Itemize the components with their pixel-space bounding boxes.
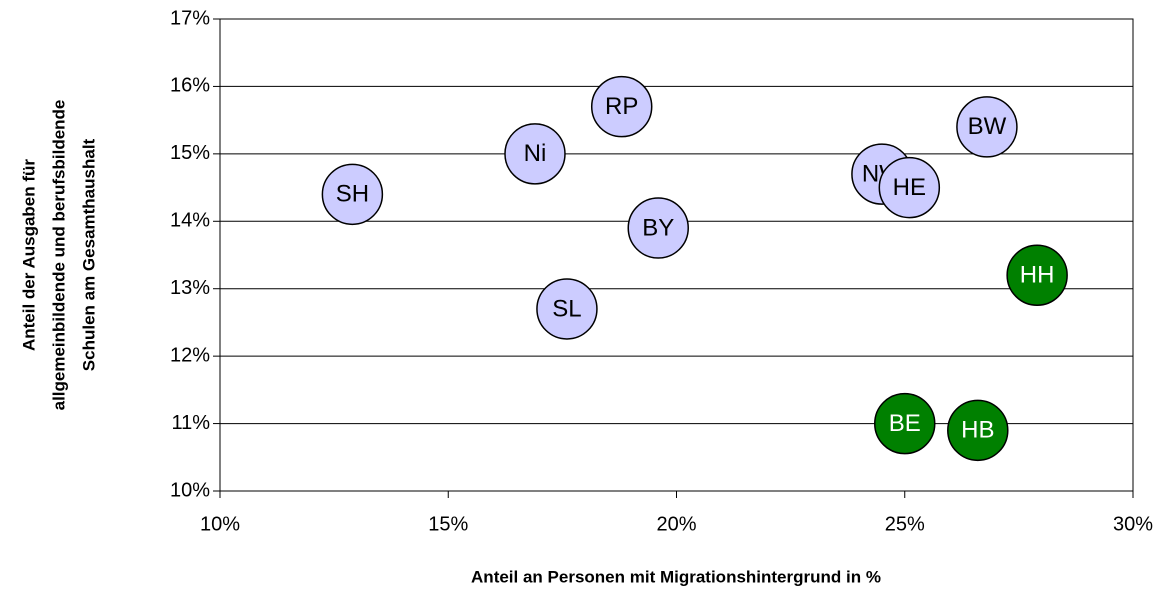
bubble <box>321 163 384 226</box>
bubble <box>536 278 598 340</box>
bubble-label: Ni <box>524 140 547 167</box>
bubble-label: RP <box>605 93 638 120</box>
bubble-label: SL <box>552 295 581 322</box>
y-tick-label: 15% <box>170 142 210 164</box>
bubble <box>1006 244 1068 306</box>
x-tick-label: 20% <box>656 513 696 535</box>
y-tick-label: 12% <box>170 344 210 366</box>
bubble-label: BE <box>889 410 921 437</box>
y-tick-label: 11% <box>171 412 210 434</box>
y-axis-title: Anteil der Ausgaben für <box>19 159 38 351</box>
bubble <box>590 75 653 138</box>
bubble-label: HE <box>893 174 926 201</box>
x-tick-label: 10% <box>200 513 240 535</box>
y-axis-title: allgemeinbildende und berufsbildende <box>49 100 68 411</box>
bubble <box>627 197 689 259</box>
x-tick-label: 25% <box>885 513 925 535</box>
bubble-label: HH <box>1020 262 1055 289</box>
bubble-label: BW <box>968 113 1007 140</box>
bubble-label: HB <box>961 417 994 444</box>
bubble <box>878 156 941 219</box>
bubble <box>504 123 566 185</box>
x-axis-title: Anteil an Personen mit Migrationshinterg… <box>471 567 881 586</box>
bubble-label: BY <box>642 214 674 241</box>
bubble-label: SH <box>336 181 369 208</box>
bubble <box>956 96 1018 158</box>
y-tick-label: 14% <box>170 210 210 232</box>
y-axis-title: Schulen am Gesamthaushalt <box>79 138 98 371</box>
y-tick-label: 13% <box>170 277 210 299</box>
x-tick-label: 15% <box>428 513 468 535</box>
y-tick-label: 10% <box>170 479 210 501</box>
bubble <box>874 392 936 455</box>
y-tick-label: 16% <box>170 75 210 97</box>
y-tick-label: 17% <box>170 7 210 29</box>
plot-border <box>219 18 1134 492</box>
bubble <box>947 399 1009 462</box>
x-tick-label: 30% <box>1113 513 1153 535</box>
